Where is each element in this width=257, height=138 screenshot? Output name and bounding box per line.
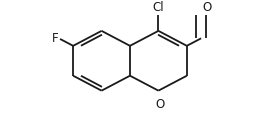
Text: Cl: Cl (153, 1, 164, 14)
Text: F: F (52, 32, 59, 45)
Text: O: O (203, 1, 212, 14)
Text: O: O (155, 98, 164, 111)
